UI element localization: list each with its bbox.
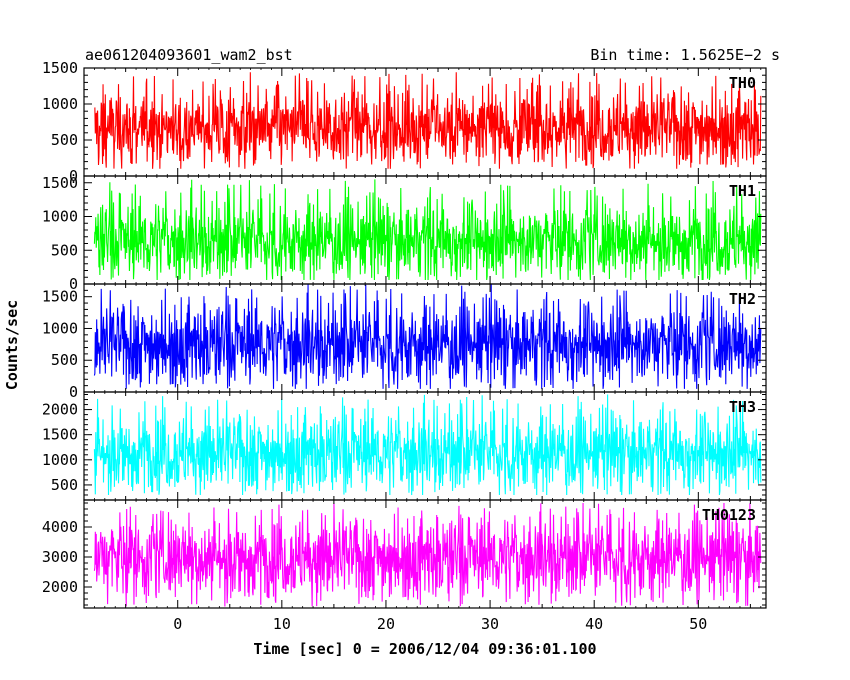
panel-th0: 0 500 1000 1500 TH0 (42, 59, 767, 185)
y-tick-label: 500 (51, 131, 78, 149)
y-tick-label: 0 (69, 275, 78, 293)
y-tick-label: 0 (69, 383, 78, 401)
bin-time-label: Bin time: 1.5625E−2 s (590, 46, 780, 64)
y-tick-label: 0 (69, 167, 78, 185)
panel-th0123: 2000 3000 4000 TH0123 (42, 499, 767, 609)
series-line-th1 (93, 179, 762, 281)
panel-label-th0123: TH0123 (702, 506, 756, 524)
series-line-th2 (93, 284, 762, 389)
y-tick-label: 500 (51, 241, 78, 259)
y-tick-label: 1500 (42, 174, 78, 192)
y-tick-label: 1500 (42, 59, 78, 77)
y-tick-label: 1000 (42, 451, 78, 469)
panel-label-th3: TH3 (729, 398, 756, 416)
y-tick-label: 1500 (42, 288, 78, 306)
x-tick-label: 50 (689, 615, 707, 633)
series-line-th0 (94, 72, 762, 169)
panel-th1: 0 500 1000 1500 TH1 (42, 174, 767, 293)
y-axis-label: Counts/sec (3, 300, 21, 390)
y-tick-label: 1500 (42, 426, 78, 444)
y-tick-label: 500 (51, 476, 78, 494)
plot-title: ae061204093601_wam2_bst (85, 46, 293, 64)
panel-label-th0: TH0 (729, 74, 756, 92)
y-tick-label: 2000 (42, 578, 78, 596)
panel-th2: 0 500 1000 1500 TH2 (42, 283, 767, 401)
panel-label-th2: TH2 (729, 290, 756, 308)
x-tick-label: 20 (377, 615, 395, 633)
x-tick-label: 40 (585, 615, 603, 633)
y-tick-label: 3000 (42, 548, 78, 566)
y-tick-label: 4000 (42, 518, 78, 536)
y-tick-label: 500 (51, 351, 78, 369)
panel-th3: 500 1000 1500 2000 TH3 (42, 391, 767, 501)
x-axis-label: Time [sec] 0 = 2006/12/04 09:36:01.100 (253, 640, 596, 658)
y-tick-label: 1000 (42, 208, 78, 226)
x-tick-label: 30 (481, 615, 499, 633)
y-tick-label: 2000 (42, 401, 78, 419)
series-line-th0123 (93, 502, 762, 607)
x-tick-label: 0 (173, 615, 182, 633)
panel-label-th1: TH1 (729, 182, 756, 200)
panel-frame (83, 499, 767, 609)
x-tick-label: 10 (273, 615, 291, 633)
y-tick-label: 1000 (42, 95, 78, 113)
y-tick-label: 1000 (42, 319, 78, 337)
series-line-th3 (93, 394, 762, 496)
